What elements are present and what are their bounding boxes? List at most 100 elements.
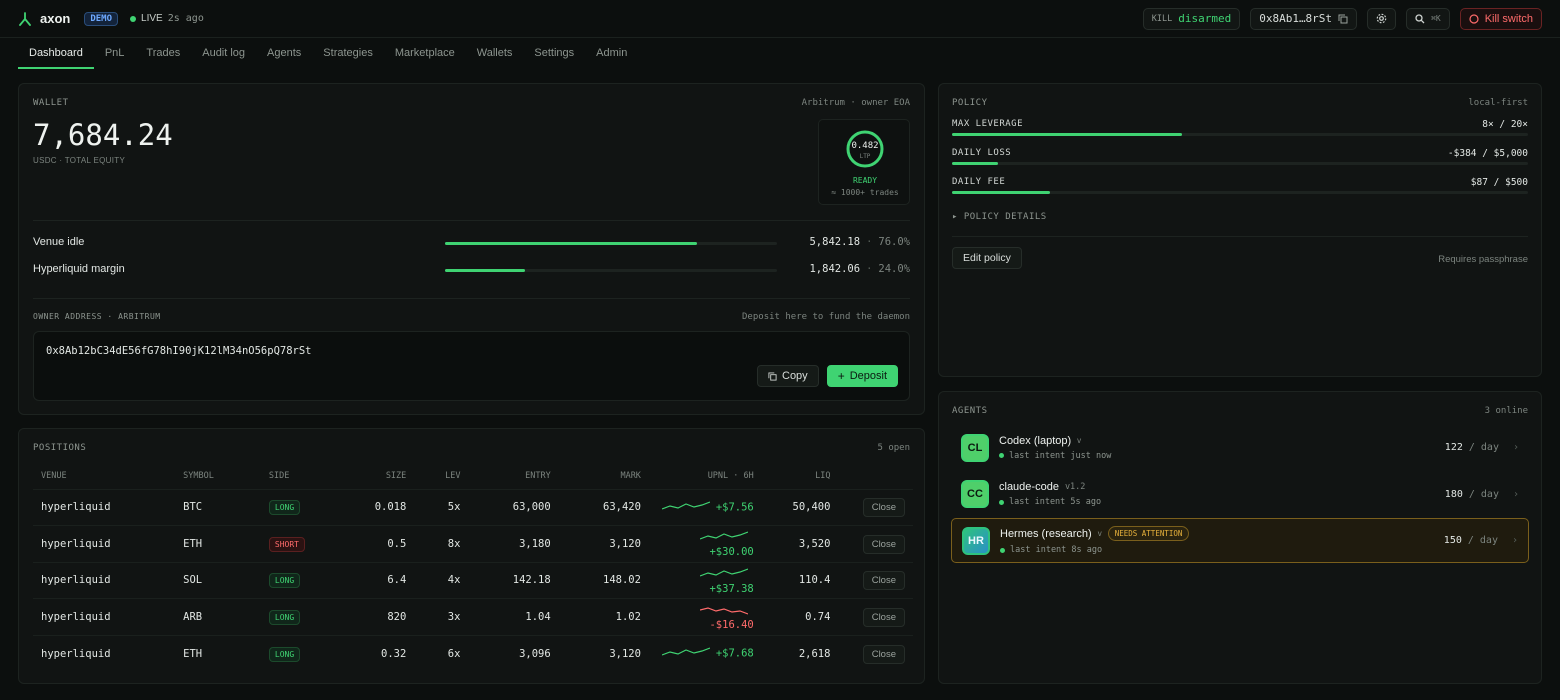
cell-symbol: SOL (175, 561, 261, 599)
size-value: 0.32 (381, 647, 407, 660)
close-position-button[interactable]: Close (862, 498, 905, 518)
agent-row[interactable]: CC claude-code v1.2 last intent 5s ago 180 / … (951, 472, 1529, 517)
cell-symbol: ETH (175, 634, 261, 672)
size-value: 820 (387, 610, 407, 623)
column-header (838, 463, 913, 489)
lev-value: 3x (447, 610, 461, 623)
symbol-value: ARB (183, 610, 203, 623)
agent-rate-value: 180 (1444, 488, 1463, 500)
allocation-amount: 5,842.18 (809, 236, 861, 248)
agent-title-line: claude-code v1.2 (999, 481, 1445, 493)
brand[interactable]: axon DEMO (18, 11, 119, 26)
power-icon (1469, 13, 1479, 24)
agent-row[interactable]: HR Hermes (research) v NEEDS ATTENTION last … (951, 518, 1529, 563)
cell-venue: hyperliquid (33, 634, 176, 672)
sparkline-icon (661, 499, 711, 516)
edit-policy-label: Edit policy (963, 252, 1011, 264)
lev-value: 4x (447, 574, 461, 587)
column-header: MARK (620, 470, 641, 481)
live-indicator: LIVE 2s ago (130, 13, 204, 24)
gauge-note: ≈ 1000+ trades (831, 188, 899, 197)
cell-close: Close (838, 488, 913, 526)
tab-admin[interactable]: Admin (596, 46, 628, 59)
agent-row[interactable]: CL Codex (laptop) v last intent just now 122… (951, 425, 1529, 470)
online-dot-icon (1000, 547, 1005, 553)
policy-details-toggle[interactable]: ▸ POLICY DETAILS (952, 212, 1047, 222)
attention-badge: NEEDS ATTENTION (1107, 526, 1190, 541)
chevron-right-icon[interactable]: › (1512, 488, 1519, 500)
tab-audit-log[interactable]: Audit log (202, 46, 246, 59)
lev-value: 8x (447, 537, 461, 550)
cell-symbol: BTC (175, 488, 261, 526)
tab-pnl[interactable]: PnL (104, 46, 125, 59)
edit-policy-button[interactable]: Edit policy (952, 247, 1022, 269)
cell-lev: 3x (414, 598, 469, 635)
agent-avatar: CL (961, 433, 989, 462)
close-position-button[interactable]: Close (862, 571, 905, 591)
chevron-down-icon[interactable]: v (1097, 529, 1102, 538)
agent-avatar: HR (962, 526, 990, 555)
cell-size: 6.4 (342, 561, 415, 599)
cell-entry: 3,096 (468, 634, 559, 672)
position-row: hyperliquid BTC LONG 0.018 5x 63,000 63,420 +$7… (33, 488, 913, 526)
search-button[interactable]: ⌘K (1406, 7, 1450, 30)
agent-rate-unit: / day (1468, 488, 1499, 500)
upnl-value: +$7.68 (715, 647, 754, 660)
address-short: 0x8Ab1…8rSt (1259, 12, 1333, 25)
settings-button[interactable] (1367, 7, 1397, 30)
tab-trades[interactable]: Trades (146, 46, 181, 59)
agent-title-line: Codex (laptop) v (999, 435, 1445, 447)
tab-marketplace[interactable]: Marketplace (394, 46, 455, 59)
tab-strategies[interactable]: Strategies (323, 46, 373, 59)
owner-address[interactable]: 0x8Ab12bC34dE56fG78hI90jK12lM34nO56pQ78r… (46, 345, 312, 357)
chevron-right-icon[interactable]: › (1512, 442, 1519, 453)
address-pill[interactable]: 0x8Ab1…8rSt (1250, 7, 1358, 30)
column-header: LIQ (815, 470, 831, 481)
wallet-panel: WALLET Arbitrum · owner EOA 7,684.24 USD… (18, 83, 925, 415)
deposit-button[interactable]: + Deposit (826, 365, 898, 387)
kill-status: KILL disarmed (1142, 7, 1241, 30)
allocation-bar (445, 269, 777, 272)
close-position-button[interactable]: Close (862, 644, 905, 664)
tab-wallets[interactable]: Wallets (476, 46, 513, 59)
agent-info: Codex (laptop) v last intent just now (999, 435, 1445, 461)
allocation-bar-fill (445, 269, 525, 272)
live-dot-icon (130, 15, 137, 22)
agent-rate-value: 122 (1444, 442, 1463, 453)
cell-close: Close (838, 561, 913, 599)
symbol-value: SOL (183, 574, 203, 587)
agent-version: v1.2 (1064, 482, 1086, 492)
positions-header-row: VENUE SYMBOL SIDE SIZE LEV ENTRY MARK UPNL · 6H… (33, 463, 913, 489)
positions-table: VENUE SYMBOL SIDE SIZE LEV ENTRY MARK UPNL · 6H… (33, 463, 913, 672)
close-position-button[interactable]: Close (862, 607, 905, 627)
copy-address-button[interactable]: Copy (757, 365, 819, 387)
liq-value: 3,520 (798, 537, 831, 550)
policy-mode: local-first (1468, 98, 1528, 108)
wallet-network: Arbitrum · owner EOA (801, 98, 910, 108)
policy-limit-bar (952, 191, 1528, 194)
side-badge: LONG (268, 609, 301, 625)
chevron-right-icon[interactable]: › (1511, 535, 1518, 546)
cell-mark: 3,120 (558, 525, 649, 562)
chevron-down-icon[interactable]: v (1077, 436, 1082, 445)
agent-title-line: Hermes (research) v NEEDS ATTENTION (1000, 526, 1444, 541)
agent-status: last intent just now (1009, 450, 1112, 461)
online-dot-icon (999, 499, 1004, 505)
cell-size: 0.018 (342, 488, 415, 526)
position-row: hyperliquid SOL LONG 6.4 4x 142.18 148.02 +$37.… (33, 561, 913, 599)
copy-icon[interactable] (1338, 14, 1348, 24)
close-position-button[interactable]: Close (862, 534, 905, 554)
tab-settings[interactable]: Settings (534, 46, 575, 59)
kill-switch-button[interactable]: Kill switch (1459, 7, 1542, 30)
policy-limit-bar-fill (952, 162, 999, 165)
tab-dashboard[interactable]: Dashboard (18, 38, 94, 69)
axon-logo-icon (19, 11, 31, 26)
agent-status-line: last intent 5s ago (999, 497, 1445, 507)
tab-agents[interactable]: Agents (267, 46, 302, 59)
cell-symbol: ETH (175, 525, 261, 562)
cell-venue: hyperliquid (33, 525, 176, 562)
agent-rate-unit: / day (1468, 442, 1499, 453)
policy-limit-value: -$384 / $5,000 (1447, 148, 1528, 159)
demo-badge: DEMO (84, 11, 119, 26)
cell-mark: 3,120 (558, 634, 649, 672)
